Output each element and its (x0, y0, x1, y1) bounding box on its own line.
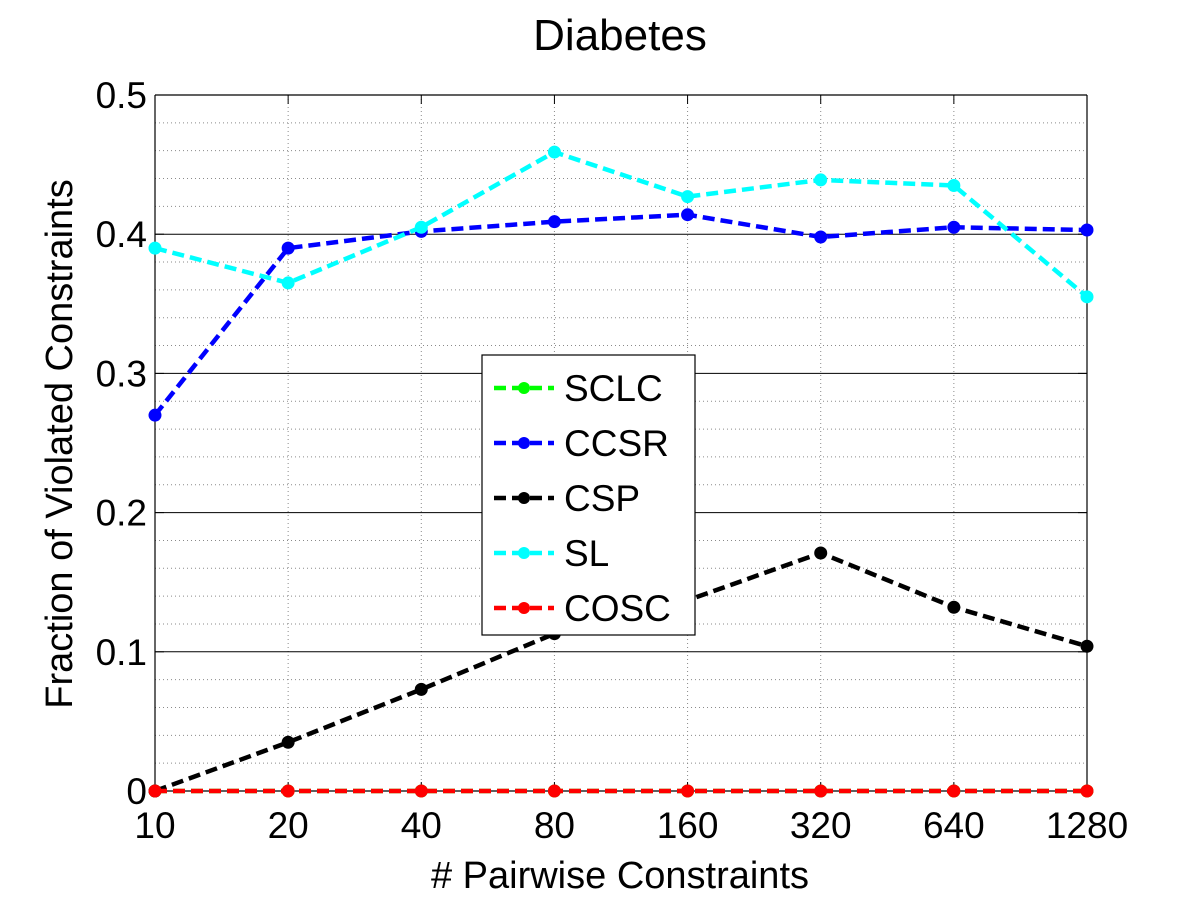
legend-item-sl: SL (494, 533, 609, 574)
data-point-cosc (547, 784, 561, 798)
legend-item-sclc: SCLC (494, 368, 663, 409)
data-point-sl (281, 276, 295, 290)
legend-item-cosc: COSC (494, 588, 671, 629)
legend-item-csp: CSP (494, 478, 640, 519)
data-point-sl (148, 241, 162, 255)
data-point-csp (947, 600, 961, 614)
data-point-cosc (414, 784, 428, 798)
data-point-csp (814, 546, 828, 560)
series-line-ccsr (153, 212, 1088, 417)
data-point-ccsr (547, 215, 561, 229)
legend-label: CSP (564, 478, 640, 519)
data-point-ccsr (148, 408, 162, 422)
x-tick-label: 1280 (1046, 805, 1128, 846)
data-point-sl (547, 145, 561, 159)
data-point-csp (281, 735, 295, 749)
x-tick-label: 320 (790, 805, 852, 846)
x-tick-label: 20 (268, 805, 309, 846)
y-tick-label: 0.4 (96, 214, 147, 255)
chart-title: Diabetes (533, 11, 707, 60)
legend-swatch-marker (518, 547, 530, 559)
data-point-cosc (1080, 784, 1094, 798)
x-tick-label: 40 (401, 805, 442, 846)
x-tick-label: 10 (134, 805, 175, 846)
data-point-sl (681, 190, 695, 204)
data-point-sl (414, 220, 428, 234)
legend-swatch-marker (518, 437, 530, 449)
legend-swatch-marker (518, 602, 530, 614)
legend-swatch-marker (518, 492, 530, 504)
data-point-ccsr (281, 241, 295, 255)
y-tick-label: 0.2 (96, 493, 147, 534)
legend-label: CCSR (564, 423, 669, 464)
data-point-csp (414, 682, 428, 696)
x-tick-label: 80 (534, 805, 575, 846)
data-point-sl (1080, 290, 1094, 304)
legend-label: SCLC (564, 368, 663, 409)
data-point-csp (1080, 639, 1094, 653)
data-point-sl (947, 178, 961, 192)
data-point-ccsr (947, 220, 961, 234)
data-point-cosc (681, 784, 695, 798)
legend-label: SL (564, 533, 609, 574)
data-point-sl (814, 173, 828, 187)
data-point-cosc (947, 784, 961, 798)
y-tick-label: 0.3 (96, 353, 147, 394)
x-tick-label: 160 (657, 805, 719, 846)
y-axis-label: Fraction of Violated Constraints (39, 179, 81, 708)
x-tick-label: 640 (923, 805, 985, 846)
tick-labels: 0 0.1 0.2 0.3 0.4 0.5 10 20 40 80 160 320 640 1280 (96, 75, 1129, 846)
x-axis-label: # Pairwise Constraints (431, 855, 809, 897)
legend-item-ccsr: CCSR (494, 423, 669, 464)
y-tick-label: 0.1 (96, 632, 147, 673)
data-point-ccsr (681, 208, 695, 222)
data-point-cosc (148, 784, 162, 798)
legend-box (481, 354, 696, 636)
legend-swatch-marker (518, 382, 530, 394)
y-tick-label: 0.5 (96, 75, 147, 116)
y-tick-label: 0 (126, 771, 147, 812)
data-point-ccsr (1080, 223, 1094, 237)
data-point-ccsr (814, 230, 828, 244)
data-point-cosc (281, 784, 295, 798)
data-point-cosc (814, 784, 828, 798)
series-cosc (148, 784, 1094, 798)
legend: SCLC CCSR CSP SL COSC (481, 354, 696, 636)
series-line-sl (154, 149, 1089, 299)
legend-label: COSC (564, 588, 671, 629)
series-sl (148, 145, 1094, 304)
